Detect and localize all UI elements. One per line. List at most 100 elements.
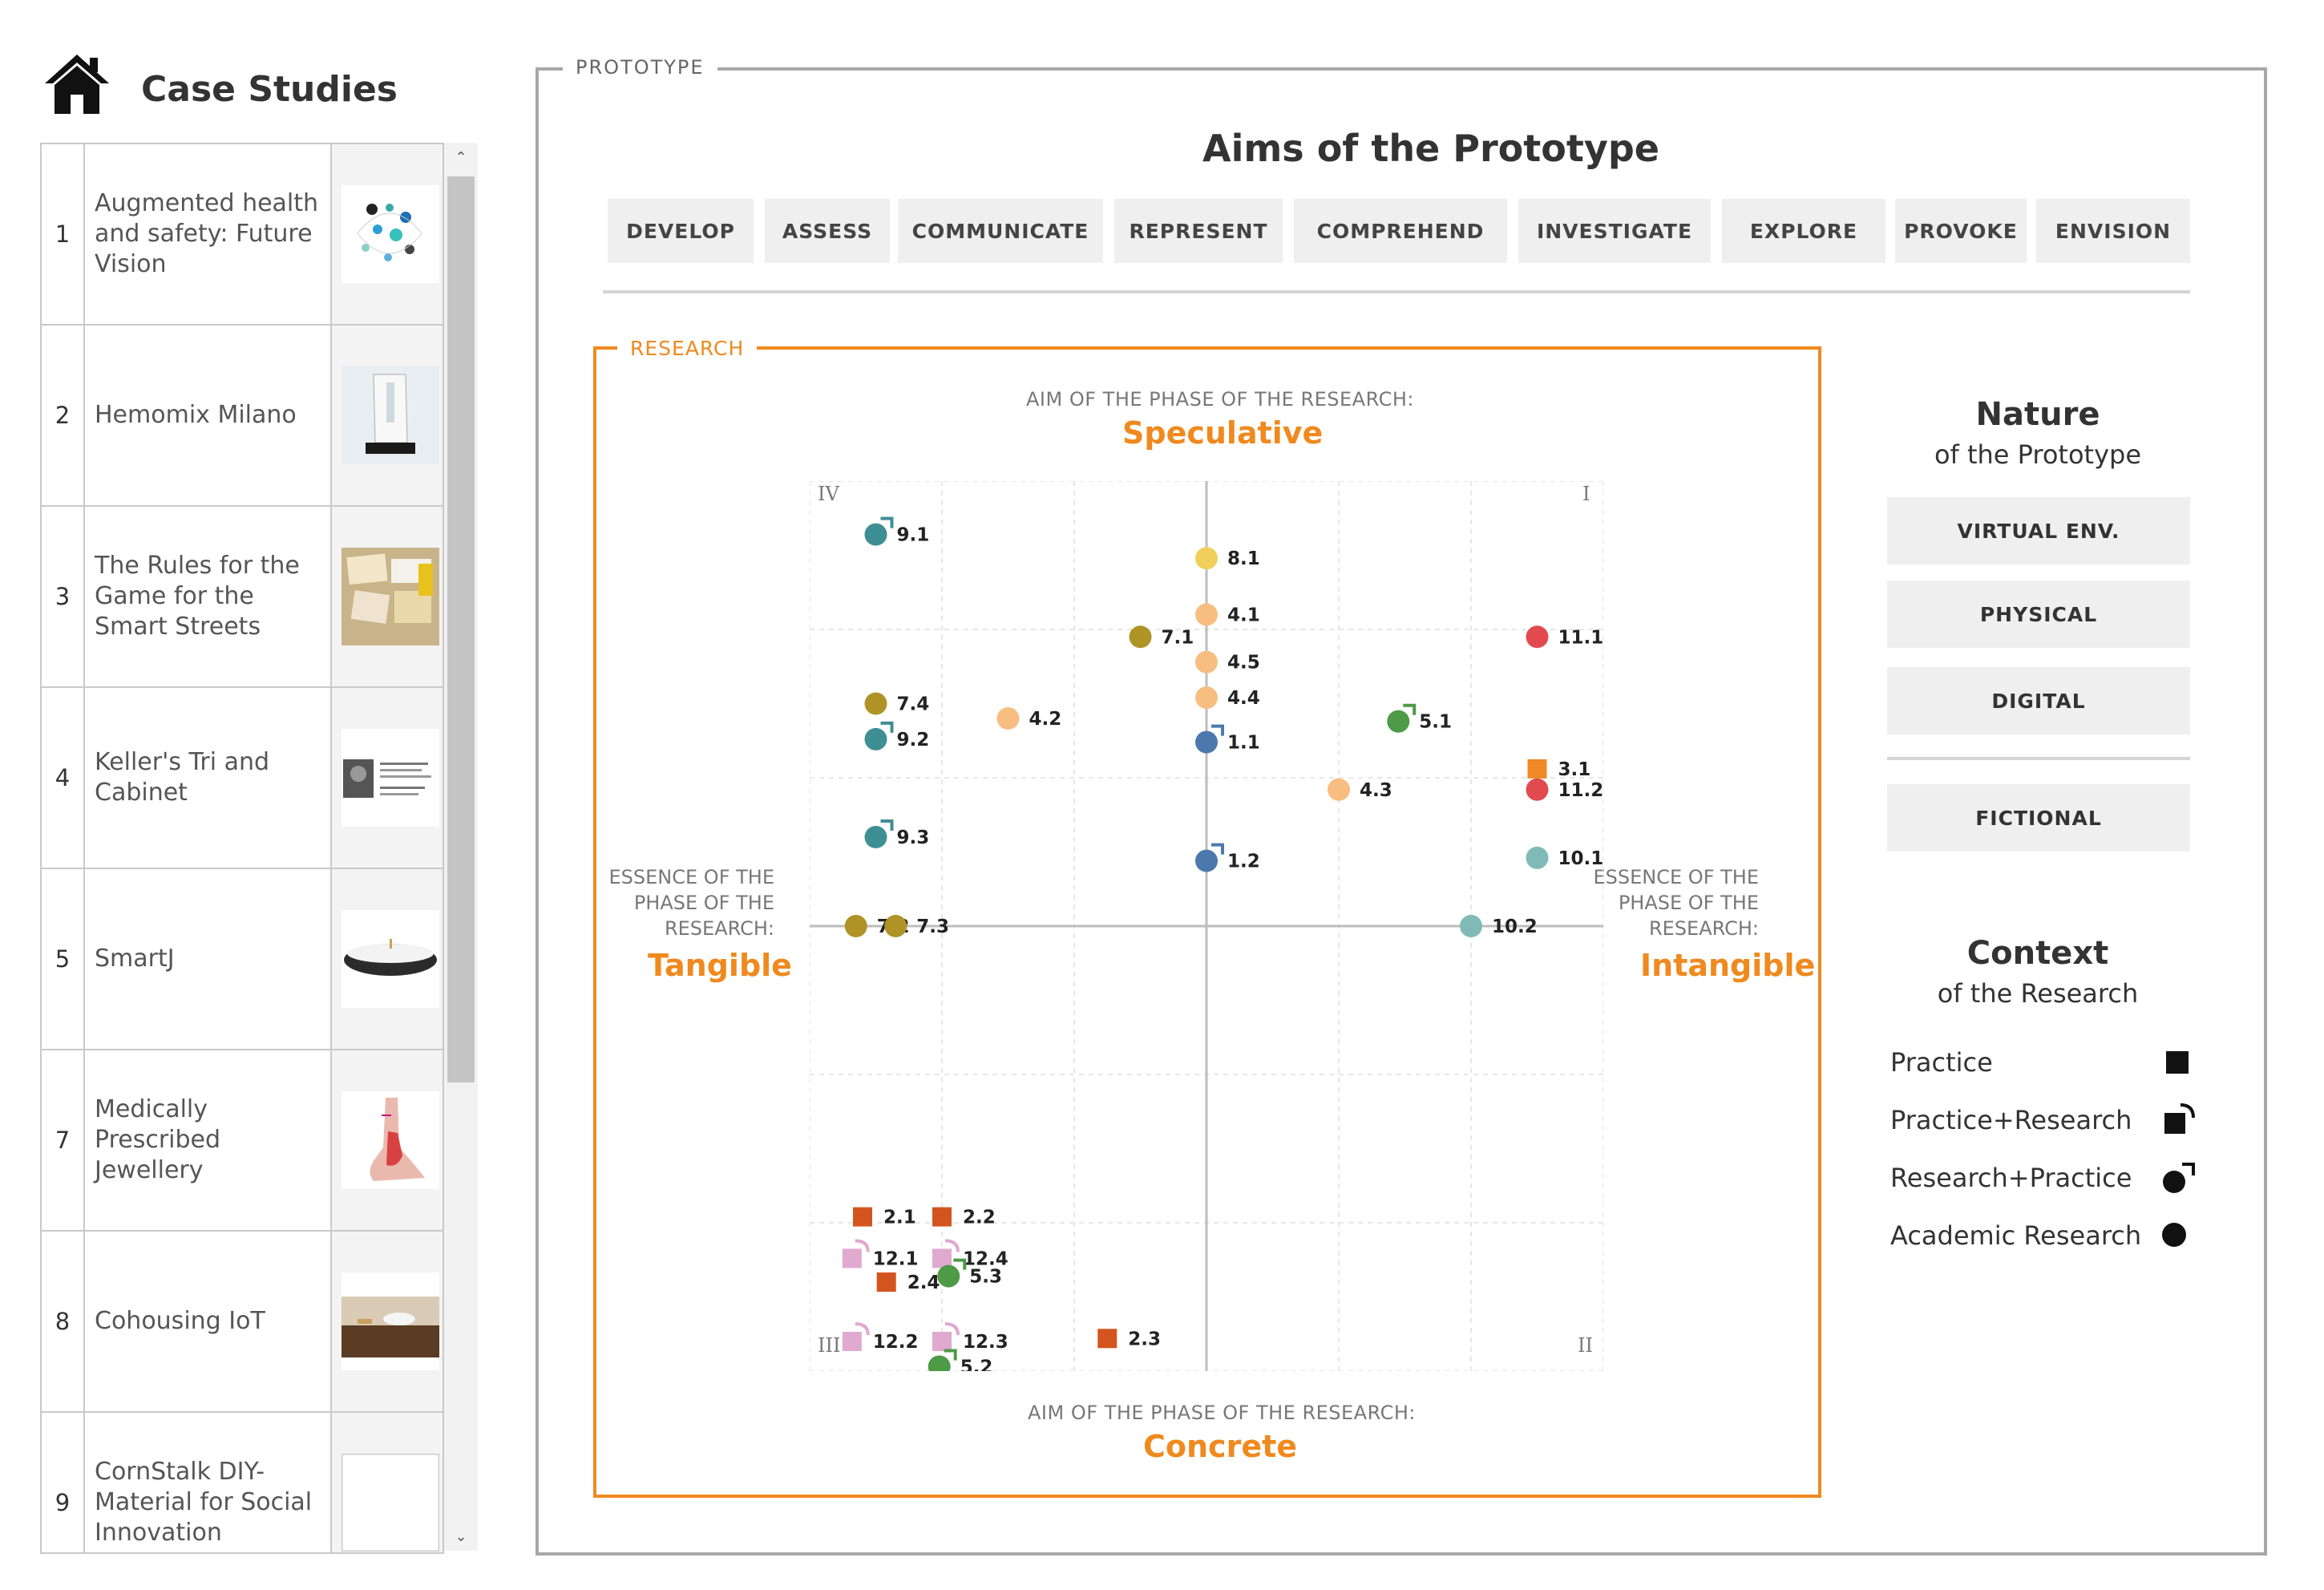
chart-point-2.4[interactable]: 2.4	[876, 1272, 940, 1293]
chart-point-1.2[interactable]: 1.2	[1195, 843, 1260, 872]
case-study-name: Hemomix Milano	[95, 401, 297, 429]
chart-point-label: 7.3	[916, 916, 949, 937]
chart-point-12.1[interactable]: 12.1	[842, 1239, 919, 1269]
nature-subtitle: of the Prototype	[1934, 439, 2142, 470]
chart-point-marker	[1195, 730, 1218, 754]
chart-point-7.3[interactable]: 7.3	[884, 915, 949, 937]
quadrant-label-i: I	[1582, 483, 1590, 505]
chart-point-marker	[864, 826, 887, 848]
case-study-name: SmartJ	[95, 945, 175, 973]
chart-point-4.4[interactable]: 4.4	[1195, 686, 1260, 710]
case-list-scrollbar[interactable]: ⌃ ⌄	[444, 143, 478, 1551]
case-study-number: 8	[42, 1232, 85, 1411]
chart-point-marker	[842, 1332, 862, 1351]
chart-point-arc-mark	[944, 1239, 960, 1252]
chart-point-3.1[interactable]: 3.1	[1527, 759, 1591, 780]
chart-point-2.1[interactable]: 2.1	[853, 1207, 916, 1228]
chart-point-11.1[interactable]: 11.1	[1526, 625, 1604, 649]
aim-button-explore[interactable]: EXPLORE	[1722, 199, 1885, 263]
chart-point-label: 10.2	[1492, 916, 1538, 937]
case-study-number: 2	[42, 326, 85, 505]
chart-point-corner-mark	[1211, 724, 1224, 736]
right-axis-caption: ESSENCE OF THE PHASE OF THE RESEARCH:	[1593, 866, 1760, 940]
chart-point-8.1[interactable]: 8.1	[1195, 547, 1260, 570]
chart-point-label: 5.2	[960, 1357, 993, 1371]
legend-practice-label: Practice	[1890, 1047, 1993, 1078]
chart-point-corner-mark	[953, 1258, 967, 1270]
nature-button-physical[interactable]: PHYSICAL	[1887, 581, 2190, 648]
aim-button-comprehend[interactable]: COMPREHEND	[1294, 199, 1507, 263]
chart-point-marker	[1195, 603, 1218, 626]
case-study-thumbnail	[342, 910, 439, 1008]
chart-point-label: 12.3	[963, 1332, 1008, 1353]
chart-point-corner-mark	[1211, 843, 1224, 855]
case-study-thumbnail	[342, 185, 439, 283]
aim-button-envision[interactable]: ENVISION	[2036, 199, 2190, 263]
chart-point-5.3[interactable]: 5.3	[937, 1258, 1002, 1288]
left-axis-value: Tangible	[648, 948, 792, 983]
chart-point-4.1[interactable]: 4.1	[1195, 603, 1260, 626]
chart-point-2.2[interactable]: 2.2	[932, 1207, 996, 1228]
aim-button-provoke[interactable]: PROVOKE	[1895, 199, 2027, 263]
case-study-row-8[interactable]: 8 Cohousing IoT	[42, 1232, 443, 1413]
chart-point-label: 7.1	[1162, 627, 1194, 648]
case-study-thumbnail-cell	[330, 507, 443, 686]
home-icon[interactable]	[43, 53, 111, 115]
chart-point-2.3[interactable]: 2.3	[1097, 1329, 1161, 1349]
chart-point-9.2[interactable]: 9.2	[864, 721, 930, 750]
chart-point-marker	[853, 1207, 872, 1227]
case-study-row-2[interactable]: 2 Hemomix Milano	[42, 326, 443, 507]
scrollbar-thumb[interactable]	[447, 176, 475, 1082]
chart-point-label: 2.3	[1128, 1329, 1161, 1349]
case-study-thumbnail-cell	[330, 1413, 443, 1552]
chart-point-9.1[interactable]: 9.1	[864, 516, 930, 546]
chart-point-10.2[interactable]: 10.2	[1460, 915, 1538, 937]
aim-button-assess[interactable]: ASSESS	[765, 199, 890, 263]
chart-point-marker	[996, 707, 1020, 730]
chart-point-4.2[interactable]: 4.2	[996, 707, 1062, 730]
top-axis-caption: AIM OF THE PHASE OF THE RESEARCH:	[1026, 388, 1414, 411]
chart-point-label: 12.2	[873, 1332, 919, 1353]
case-study-row-4[interactable]: 4 Keller's Tri and Cabinet	[42, 688, 443, 869]
chart-point-5.2[interactable]: 5.2	[928, 1349, 993, 1371]
chart-point-4.3[interactable]: 4.3	[1328, 778, 1392, 801]
chart-point-marker	[1195, 686, 1218, 710]
chart-point-12.3[interactable]: 12.3	[932, 1322, 1008, 1353]
chart-point-12.4[interactable]: 12.4	[932, 1239, 1008, 1269]
chevron-up-icon[interactable]: ⌃	[455, 148, 467, 166]
chart-point-5.1[interactable]: 5.1	[1387, 703, 1452, 733]
chart-point-label: 1.2	[1227, 852, 1260, 872]
chart-point-7.4[interactable]: 7.4	[864, 692, 930, 715]
legend-research-practice-label: Research+Practice	[1890, 1163, 2132, 1193]
circle-corner-icon	[2163, 1163, 2195, 1193]
context-subtitle: of the Research	[1937, 978, 2139, 1009]
chart-point-4.5[interactable]: 4.5	[1195, 650, 1260, 674]
case-study-row-7[interactable]: 7 Medically Prescribed Jewellery	[42, 1050, 443, 1232]
legend-academic-research-label: Academic Research	[1890, 1220, 2142, 1251]
aim-button-communicate[interactable]: COMMUNICATE	[898, 199, 1103, 263]
case-study-thumbnail-cell	[330, 1050, 443, 1230]
square-arc-icon	[2164, 1103, 2195, 1134]
case-study-row-3[interactable]: 3 The Rules for the Game for the Smart S…	[42, 507, 443, 688]
chart-point-9.3[interactable]: 9.3	[864, 819, 930, 848]
aim-button-investigate[interactable]: INVESTIGATE	[1518, 199, 1711, 263]
case-study-row-1[interactable]: 1 Augmented health and safety: Future Vi…	[42, 144, 443, 326]
chart-point-7.1[interactable]: 7.1	[1129, 625, 1194, 649]
nature-button-fictional[interactable]: FICTIONAL	[1887, 784, 2190, 852]
chart-point-12.2[interactable]: 12.2	[842, 1322, 919, 1353]
aim-button-develop[interactable]: DEVELOP	[608, 199, 754, 263]
square-icon	[2166, 1051, 2189, 1074]
case-study-row-5[interactable]: 5 SmartJ	[42, 869, 443, 1050]
chart-point-10.1[interactable]: 10.1	[1526, 846, 1604, 869]
case-study-row-9[interactable]: 9 CornStalk DIY-Material for Social Inno…	[42, 1413, 443, 1552]
nature-button-virtual-env[interactable]: VIRTUAL ENV.	[1887, 497, 2190, 564]
chart-point-1.1[interactable]: 1.1	[1195, 724, 1260, 754]
chevron-down-icon[interactable]: ⌄	[455, 1527, 467, 1545]
chart-point-marker	[1526, 625, 1549, 649]
nature-button-digital[interactable]: DIGITAL	[1887, 667, 2190, 734]
aim-button-represent[interactable]: REPRESENT	[1114, 199, 1283, 263]
nature-divider	[1887, 757, 2190, 760]
nature-title: Nature	[1975, 396, 2100, 433]
chart-point-label: 9.3	[897, 827, 930, 848]
chart-point-11.2[interactable]: 11.2	[1526, 778, 1604, 801]
